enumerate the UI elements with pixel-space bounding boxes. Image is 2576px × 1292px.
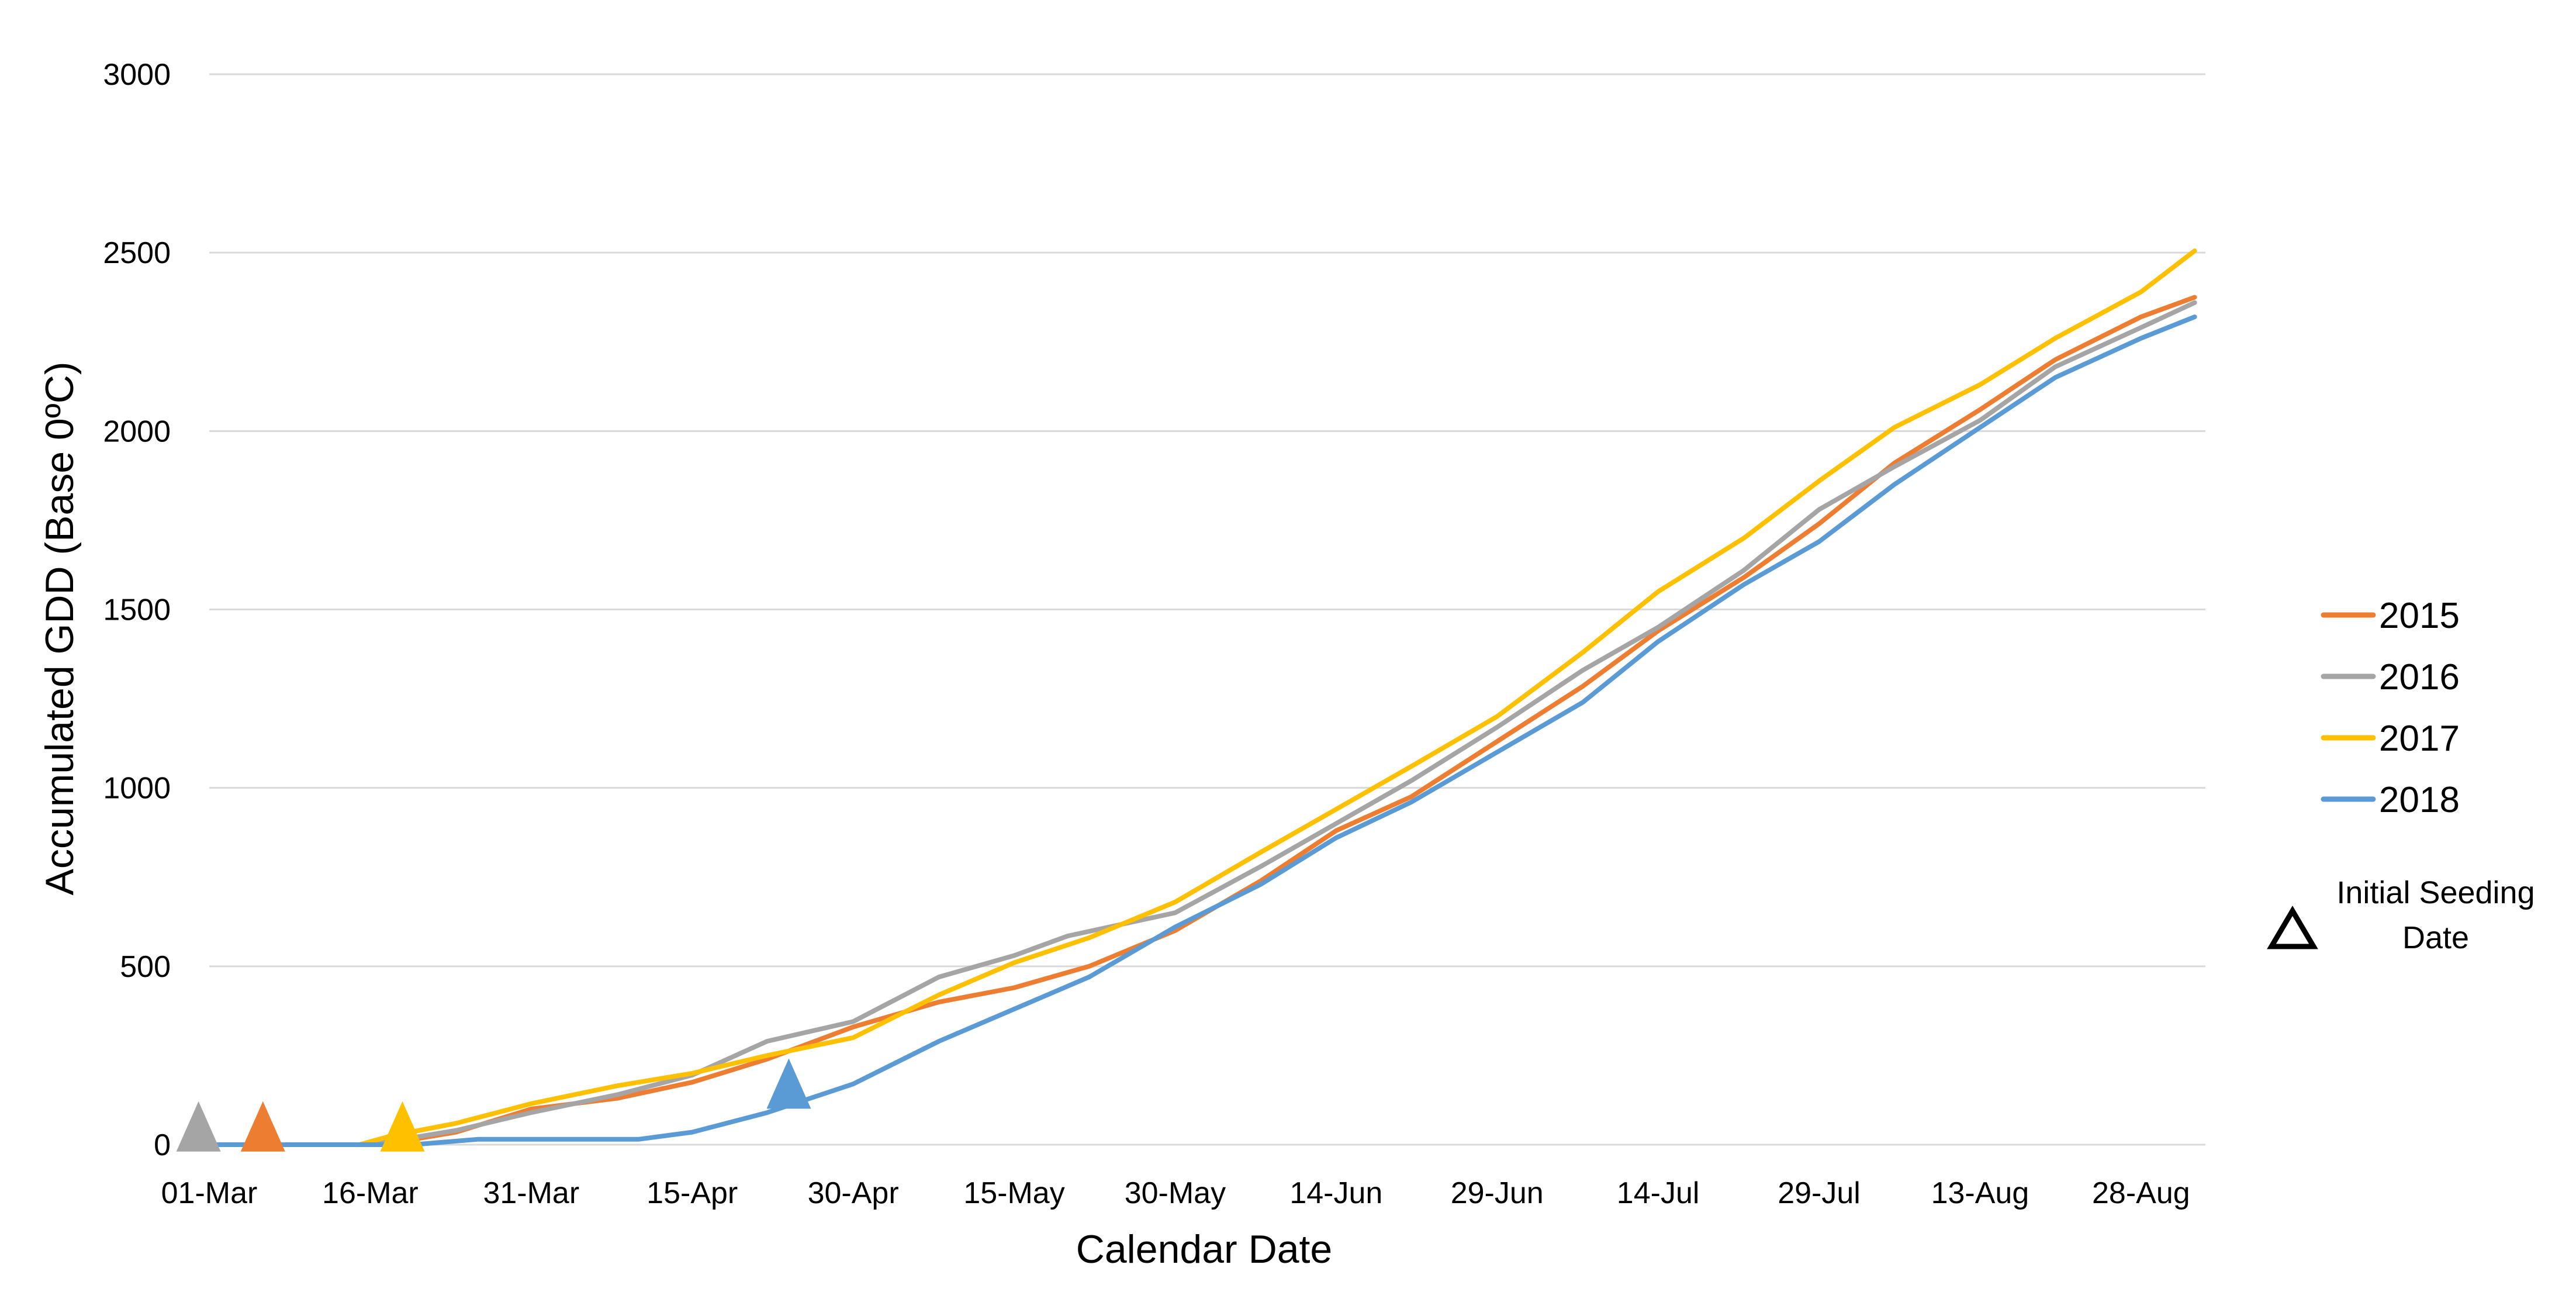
x-tick-label: 28-Aug xyxy=(2092,1176,2190,1210)
x-tick-label: 15-Apr xyxy=(646,1176,738,1210)
x-tick-label: 01-Mar xyxy=(161,1176,258,1210)
legend-seeding-note: Initial Seeding Date xyxy=(2267,875,2535,955)
y-axis-title: Accumulated GDD (Base 0ºC) xyxy=(37,362,82,896)
y-tick-label: 1000 xyxy=(103,772,171,806)
legend-label-2015: 2015 xyxy=(2379,596,2460,636)
y-tick-label: 3000 xyxy=(103,58,171,92)
x-tick-label: 16-Mar xyxy=(322,1176,419,1210)
y-axis-tick-labels: 0 500 1000 1500 2000 2500 3000 xyxy=(103,58,171,1162)
x-axis-title: Calendar Date xyxy=(1076,1227,1332,1272)
legend-triangle-icon xyxy=(2267,906,2318,949)
series-line-2016 xyxy=(207,300,2197,1147)
x-tick-label: 15-May xyxy=(963,1176,1064,1210)
legend-label-2018: 2018 xyxy=(2379,780,2460,820)
x-tick-label: 29-Jul xyxy=(1778,1176,1861,1210)
y-tick-label: 2000 xyxy=(103,414,171,448)
legend-label-2016: 2016 xyxy=(2379,657,2460,697)
seeding-marker-2015 xyxy=(240,1101,285,1152)
legend-note-line2: Date xyxy=(2402,920,2469,955)
series-lines xyxy=(207,248,2197,1147)
seeding-marker-2017 xyxy=(380,1101,425,1152)
gridlines xyxy=(209,73,2205,1146)
x-tick-label: 30-May xyxy=(1125,1176,1226,1210)
x-tick-label: 30-Apr xyxy=(808,1176,899,1210)
x-axis-tick-labels: 01-Mar 16-Mar 31-Mar 15-Apr 30-Apr 15-May 30-M… xyxy=(161,1176,2190,1210)
legend-label-2017: 2017 xyxy=(2379,718,2460,759)
y-tick-label: 2500 xyxy=(103,236,171,270)
x-tick-label: 14-Jul xyxy=(1617,1176,1700,1210)
seeding-marker-2018 xyxy=(766,1058,811,1109)
legend-note-line1: Initial Seeding xyxy=(2336,875,2534,910)
series-line-2017 xyxy=(207,248,2197,1147)
legend: 2015 2016 2017 2018 xyxy=(2321,596,2460,820)
x-tick-label: 31-Mar xyxy=(483,1176,579,1210)
y-tick-label: 0 xyxy=(154,1128,171,1162)
seeding-markers xyxy=(176,1058,811,1152)
series-line-2018 xyxy=(207,315,2197,1147)
x-tick-label: 29-Jun xyxy=(1451,1176,1544,1210)
seeding-marker-2016 xyxy=(176,1101,221,1152)
x-tick-label: 14-Jun xyxy=(1289,1176,1382,1210)
x-tick-label: 13-Aug xyxy=(1931,1176,2029,1210)
y-tick-label: 1500 xyxy=(103,593,171,627)
y-tick-label: 500 xyxy=(120,950,171,984)
